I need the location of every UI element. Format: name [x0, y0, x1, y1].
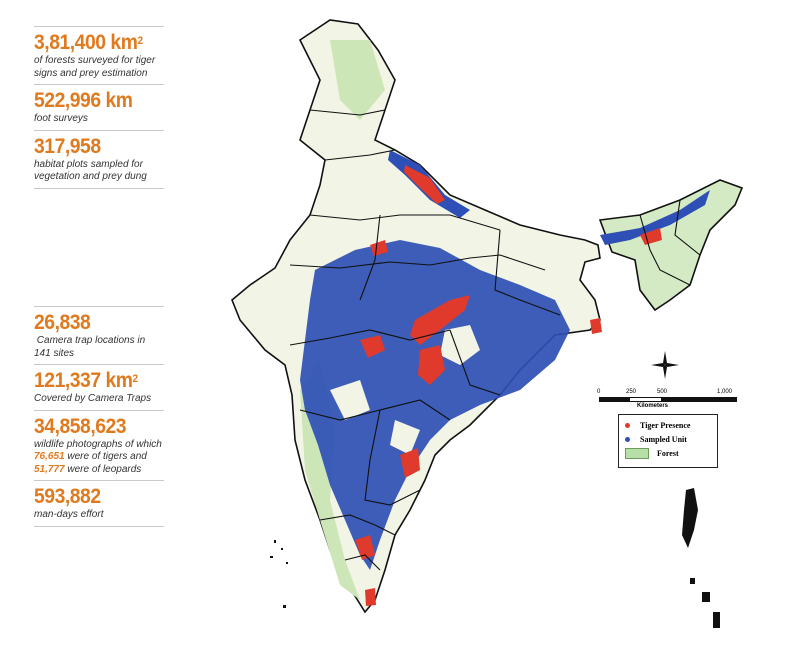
compass-needle [663, 351, 667, 365]
tiger-presence-patch [410, 295, 470, 345]
scale-tick: 0 [597, 389, 601, 395]
stat-value: 3,81,400 km [34, 31, 138, 54]
desc-text: were of leopards [64, 463, 142, 475]
state-boundaries [289, 109, 701, 571]
stat-foot-surveys: 522,996 km foot surveys [34, 84, 164, 130]
desc-text: wildlife photographs of which [34, 438, 162, 450]
island [713, 612, 720, 628]
stat-forests-surveyed: 3,81,400 km2 of forests surveyed for tig… [34, 26, 164, 84]
desc-text: were of tigers and [64, 451, 147, 462]
compass-needle [665, 363, 679, 367]
state-boundary [494, 229, 521, 301]
state-boundary [289, 254, 546, 271]
map-legend: Tiger Presence Sampled Unit Forest [618, 414, 718, 468]
compass-needle [663, 365, 667, 379]
compass-rose-icon [651, 351, 679, 379]
scale-unit: Kilometers [637, 403, 669, 409]
stat-camera-coverage: 121,337 km2 Covered by Camera Traps [34, 364, 164, 410]
tiger-presence [355, 165, 662, 606]
stat-value: 522,996 km [34, 89, 133, 112]
island [283, 605, 286, 608]
stat-desc: wildlife photographs of which 76,651 wer… [34, 439, 164, 477]
legend-label: Forest [657, 448, 679, 458]
stat-habitat-plots: 317,958 habitat plots sampled for vegeta… [34, 129, 164, 189]
legend-label: Tiger Presence [640, 420, 691, 430]
state-boundary [639, 214, 691, 286]
unsampled-gap [330, 380, 370, 420]
stat-desc: Camera trap locations in 141 sites [34, 335, 148, 359]
legend-item-forest: Forest [619, 446, 717, 460]
tiger-presence-patch [400, 448, 420, 478]
state-boundary [674, 199, 701, 256]
forest-swatch-icon [625, 447, 649, 459]
stat-desc: foot surveys [34, 113, 88, 124]
scale-tick: 1,000 [717, 389, 733, 395]
tiger-presence-patch [404, 165, 445, 204]
stat-desc: Covered by Camera Traps [34, 393, 152, 404]
state-boundary [364, 409, 421, 506]
island [702, 592, 710, 602]
state-boundary [309, 109, 386, 116]
stat-desc: habitat plots sampled for vegetation and… [34, 158, 147, 183]
unsampled-gap [390, 420, 420, 455]
stat-photographs: 34,858,623 wildlife photographs of which… [34, 409, 164, 481]
state-boundary [344, 554, 381, 571]
tiger-presence-patch [640, 228, 662, 245]
sampled-dot-icon [625, 436, 630, 442]
tiger-presence-patch [360, 335, 385, 358]
state-boundary [519, 299, 561, 316]
state-boundary [309, 214, 501, 231]
legend-label: Sampled Unit [640, 434, 687, 444]
state-boundary [289, 329, 451, 346]
stats-panel-top: 3,81,400 km2 of forests surveyed for tig… [34, 26, 164, 189]
tiger-presence-patch [370, 240, 388, 256]
compass-needle [651, 363, 665, 367]
stat-value: 34,858,623 [34, 414, 127, 438]
stat-value: 317,958 [34, 134, 101, 158]
tiger-presence-patch [355, 535, 375, 560]
island [274, 540, 276, 543]
tiger-presence-patch [590, 318, 602, 334]
stat-unit-sup: 2 [137, 35, 143, 47]
tiger-presence-patch [418, 345, 445, 385]
northeast-region [598, 179, 744, 312]
state-boundary [324, 149, 396, 161]
scale-bar-line [599, 397, 737, 402]
tiger-dot-icon [625, 422, 630, 428]
state-boundary [359, 214, 381, 301]
legend-item-sampled: Sampled Unit [619, 432, 717, 446]
sampled-unit-area [300, 240, 570, 570]
island [281, 548, 283, 550]
tiger-photo-count: 76,651 [34, 451, 65, 462]
stats-panel-bottom: 26,838 Camera trap locations in 141 site… [34, 306, 164, 527]
stat-value: 593,882 [34, 485, 101, 508]
scale-bar: 0 250 500 1,000 Kilometers [597, 388, 737, 414]
forest-patch [330, 40, 385, 120]
stat-value: 121,337 km [34, 369, 133, 392]
island [690, 578, 695, 584]
sampled-unit-area [600, 190, 710, 245]
island [270, 556, 273, 558]
leopard-photo-count: 51,777 [34, 463, 65, 475]
unsampled-gap [440, 325, 480, 365]
tiger-presence-patch [365, 588, 376, 606]
stat-man-days: 593,882 man-days effort [34, 480, 164, 527]
stat-camera-traps: 26,838 Camera trap locations in 141 site… [34, 306, 164, 364]
stat-value: 26,838 [34, 311, 91, 334]
india-tiger-survey-map [231, 19, 744, 628]
island [682, 488, 698, 548]
state-boundary [449, 329, 501, 396]
stat-desc: man-days effort [34, 509, 104, 520]
island [286, 562, 288, 564]
scale-tick: 500 [657, 389, 668, 395]
stat-unit-sup: 2 [132, 373, 139, 385]
scale-tick: 250 [626, 389, 637, 395]
legend-item-tiger: Tiger Presence [619, 418, 717, 432]
stat-desc: of forests surveyed for tiger signs and … [34, 55, 156, 79]
state-boundary [319, 514, 396, 536]
lakshadweep-islands [270, 540, 288, 608]
andaman-nicobar-islands [682, 488, 720, 628]
